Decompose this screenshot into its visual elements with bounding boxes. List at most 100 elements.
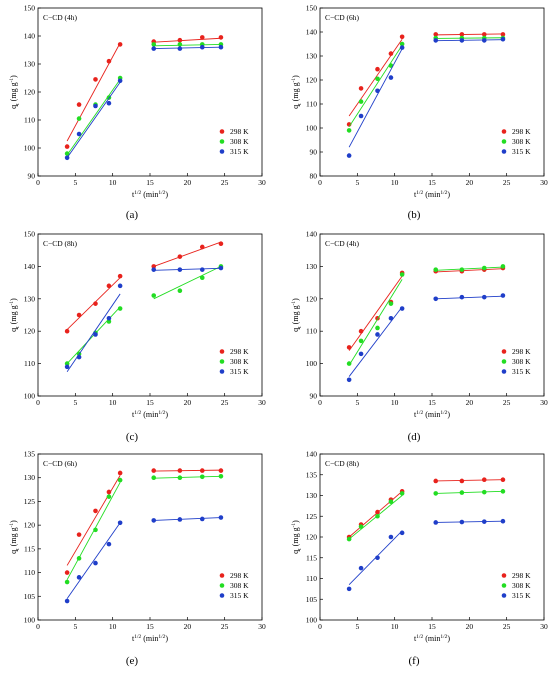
y-axis-label: qt (mg g-1) [9, 75, 21, 109]
x-tick-label: 25 [503, 622, 511, 631]
series-315-K: 315 K [346, 293, 531, 383]
y-tick-label: 125 [306, 512, 318, 521]
y-tick-label: 100 [24, 392, 36, 401]
y-tick-label: 130 [24, 294, 36, 303]
x-axis-label: t1/2 (min1/2) [132, 190, 168, 199]
y-tick-label: 100 [24, 144, 36, 153]
legend-marker [219, 369, 225, 374]
data-point [151, 293, 157, 298]
data-point [346, 361, 352, 366]
data-point [358, 565, 364, 571]
data-point [151, 468, 157, 473]
chart-panel-d: 0 5 10 15 20 25 30 90 100 110 120 130 140 t1/2 (min1/… [291, 230, 548, 444]
data-point [459, 519, 465, 525]
y-tick-label: 140 [306, 230, 318, 239]
x-tick-label: 20 [466, 178, 474, 187]
legend-marker [501, 573, 507, 578]
y-tick-label: 110 [24, 359, 35, 368]
fit-line [153, 43, 221, 47]
data-point [93, 508, 98, 514]
x-tick-label: 10 [391, 178, 399, 187]
data-point [459, 32, 465, 37]
chart-panel-c: 0 5 10 15 20 25 30 100 110 120 130 140 150 t1/2 (min1… [9, 230, 266, 444]
legend-marker [219, 573, 225, 578]
y-tick-label: 130 [306, 491, 318, 500]
panel-title: C−CD (8h) [325, 459, 360, 468]
panel-caption: (f) [409, 655, 420, 667]
x-tick-label: 20 [466, 398, 474, 407]
series-315-K: 315 K [346, 518, 531, 600]
data-point [433, 296, 439, 302]
x-tick-label: 25 [221, 178, 229, 187]
data-point [117, 470, 123, 476]
fit-line [153, 46, 221, 50]
y-tick-label: 130 [306, 52, 318, 61]
y-axis-label: qt (mg g-1) [291, 298, 303, 332]
x-tick-label: 5 [355, 398, 359, 407]
x-tick-label: 10 [109, 178, 117, 187]
data-point [117, 273, 123, 279]
x-axis-label: t1/2 (min1/2) [414, 190, 450, 199]
y-tick-label: 110 [24, 116, 35, 125]
legend-marker [219, 593, 225, 598]
x-tick-label: 30 [258, 178, 266, 187]
data-point [151, 46, 157, 51]
data-point [346, 345, 352, 350]
data-point [76, 131, 82, 137]
x-tick-label: 5 [73, 398, 77, 407]
data-point [93, 527, 98, 533]
data-point [199, 35, 205, 40]
data-point [358, 338, 364, 344]
fit-line [153, 265, 222, 300]
y-tick-label: 130 [24, 473, 36, 482]
data-point [388, 75, 394, 80]
data-point [106, 315, 112, 321]
data-point [500, 518, 506, 524]
y-tick-label: 120 [306, 294, 318, 303]
data-point [433, 38, 439, 43]
data-point [177, 254, 183, 259]
data-point [199, 468, 205, 473]
data-point [64, 579, 70, 585]
series-308-K: 308 K [64, 42, 249, 156]
x-axis-label: t1/2 (min1/2) [414, 410, 450, 419]
data-point [177, 42, 183, 47]
x-tick-label: 0 [318, 622, 322, 631]
fit-line [435, 295, 503, 300]
fit-line [435, 37, 503, 39]
data-point [76, 532, 82, 537]
data-point [218, 241, 224, 247]
y-tick-label: 135 [24, 450, 36, 459]
x-tick-label: 0 [36, 398, 40, 407]
data-point [375, 325, 380, 331]
data-point [199, 275, 205, 281]
chart-panel-a: 0 5 10 15 20 25 30 90 100 110 120 130 140 150 t1/2 (mi… [9, 4, 266, 222]
data-point [399, 530, 405, 536]
data-point [388, 315, 394, 321]
data-point [481, 265, 487, 271]
legend-label: 315 K [512, 367, 531, 376]
panel-caption: (a) [126, 209, 139, 221]
data-point [199, 474, 205, 480]
legend-label: 298 K [230, 347, 249, 356]
data-point [481, 294, 487, 300]
y-tick-label: 105 [24, 592, 36, 601]
y-axis-label: qt (mg g-1) [291, 75, 303, 109]
data-point [151, 264, 157, 269]
data-point [199, 516, 205, 522]
panel-title: C−CD (6h) [325, 13, 360, 22]
data-point [177, 468, 183, 473]
series-298-K: 298 K [64, 468, 249, 580]
fit-line [153, 475, 221, 479]
fit-line [66, 79, 121, 156]
data-point [388, 51, 394, 56]
legend-marker [501, 359, 507, 364]
data-point [459, 478, 465, 484]
legend-label: 315 K [230, 591, 249, 600]
data-point [358, 86, 364, 91]
x-tick-label: 25 [503, 178, 511, 187]
data-point [106, 494, 112, 499]
data-point [64, 151, 70, 156]
data-point [106, 100, 112, 106]
y-tick-label: 100 [306, 124, 318, 133]
